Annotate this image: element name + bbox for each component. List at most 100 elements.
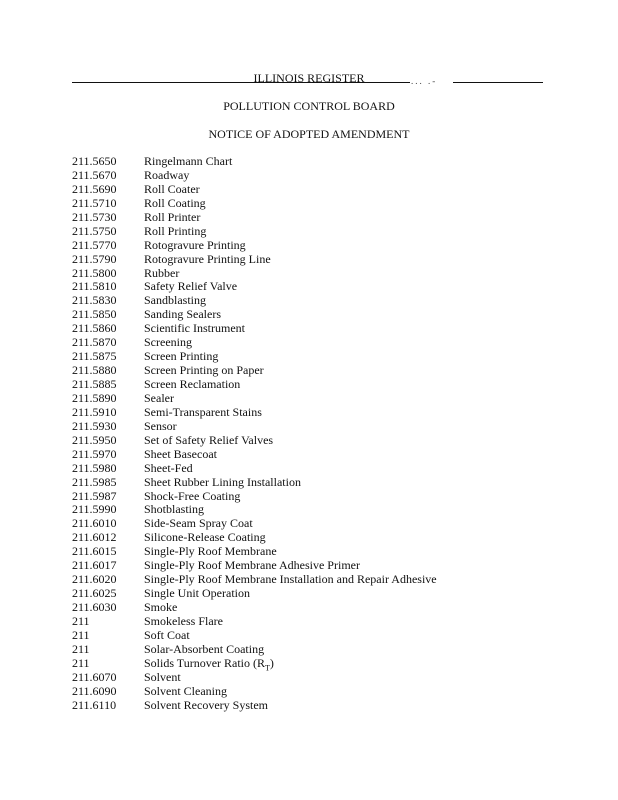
term: Ringelmann Chart xyxy=(144,154,233,168)
list-item: 211.5885 Screen Reclamation xyxy=(72,377,437,392)
section-number: 211.5690 xyxy=(72,181,117,196)
list-item: 211.5970 Sheet Basecoat xyxy=(72,446,437,462)
section-number: 211.5750 xyxy=(72,223,117,238)
term: Shock-Free Coating xyxy=(144,488,241,503)
list-item: 211.6110 Solvent Recovery System xyxy=(72,698,437,713)
list-item: 211.5790 Rotogravure Printing Line xyxy=(72,251,437,267)
list-item: 211.5850 Sanding Sealers xyxy=(72,307,437,322)
definitions-list: 211.5650 Ringelmann Chart 211.5670 Roadway 2… xyxy=(72,154,437,713)
section-number: 211.5770 xyxy=(72,237,117,252)
term: Sensor xyxy=(144,418,177,433)
section-number: 211.5670 xyxy=(72,167,117,182)
list-item: 211 Smokeless Flare xyxy=(72,613,437,629)
term: Screening xyxy=(144,335,192,350)
list-item: 211.6015 Single-Ply Roof Membrane xyxy=(72,544,437,559)
term: Sheet Rubber Lining Installation xyxy=(144,474,301,489)
list-item: 211.5990 Shotblasting xyxy=(72,502,437,517)
section-number: 211.5950 xyxy=(72,432,117,447)
section-number: 211.6020 xyxy=(72,572,117,587)
list-item: 211.5890 Sealer xyxy=(72,390,437,406)
term: Scientific Instrument xyxy=(144,321,245,336)
term: Screen Reclamation xyxy=(144,377,241,391)
section-number: 211.5880 xyxy=(72,363,117,378)
section-number: 211.6070 xyxy=(72,669,117,684)
list-item: 211.5810 Safety Relief Valve xyxy=(72,279,437,294)
header-rule-left xyxy=(72,82,410,83)
list-item: 211.6012 Silicone-Release Coating xyxy=(72,530,437,545)
list-item: 211.5690 Roll Coater xyxy=(72,181,437,197)
section-number: 211 xyxy=(72,613,90,628)
term: Single-Ply Roof Membrane xyxy=(144,544,277,559)
term: Single-Ply Roof Membrane Installation an… xyxy=(144,572,437,587)
list-item: 211.6025 Single Unit Operation xyxy=(72,586,437,601)
term: Soft Coat xyxy=(144,627,190,642)
term: Sanding Sealers xyxy=(144,307,221,322)
term: Solvent xyxy=(144,669,181,684)
section-number: 211.6030 xyxy=(72,600,117,614)
section-number: 211.5987 xyxy=(72,488,117,503)
term: Roll Printing xyxy=(144,223,207,238)
term: Solids Turnover Ratio (R xyxy=(144,655,266,670)
term: Rotogravure Printing Line xyxy=(144,251,271,266)
section-number: 211.5890 xyxy=(72,390,117,405)
list-item: 211.6010 Side-Seam Spray Coat xyxy=(72,516,437,531)
section-number: 211 xyxy=(72,627,90,642)
term: Sheet Basecoat xyxy=(144,446,217,461)
term: Solar-Absorbent Coating xyxy=(144,641,265,656)
term: Sealer xyxy=(144,390,174,405)
list-item: 211.5870 Screening xyxy=(72,335,437,350)
section-number: 211.5650 xyxy=(72,154,117,168)
list-item: 211.5875 Screen Printing xyxy=(72,349,437,364)
term: Single-Ply Roof Membrane Adhesive Primer xyxy=(144,558,360,573)
term: Single Unit Operation xyxy=(144,586,250,601)
list-item: 211.6090 Solvent Cleaning xyxy=(72,683,437,699)
term: Rotogravure Printing xyxy=(144,237,246,252)
agency-title: POLLUTION CONTROL BOARD xyxy=(223,99,395,113)
term: Smoke xyxy=(144,600,178,614)
section-number: 211.6017 xyxy=(72,558,117,573)
term: Silicone-Release Coating xyxy=(144,530,266,545)
term: Semi-Transparent Stains xyxy=(144,404,262,419)
section-number: 211 xyxy=(72,655,90,670)
term: Rubber xyxy=(144,265,180,280)
list-item: 211.5860 Scientific Instrument xyxy=(72,321,437,336)
term: Roll Coater xyxy=(144,181,200,196)
section-number: 211.5885 xyxy=(72,377,117,391)
section-number: 211.5870 xyxy=(72,335,117,350)
list-item: 211 Soft Coat xyxy=(72,627,437,643)
term: Smokeless Flare xyxy=(144,613,223,628)
header-rule-gap: ... .- xyxy=(411,76,438,86)
notice-title: NOTICE OF ADOPTED AMENDMENT xyxy=(208,127,410,141)
section-number: 211.5850 xyxy=(72,307,117,322)
section-number: 211.5985 xyxy=(72,474,117,489)
section-number: 211.5730 xyxy=(72,209,117,224)
list-item: 211.5800 Rubber xyxy=(72,265,437,281)
section-number: 211.5800 xyxy=(72,265,117,280)
list-item: 211.5980 Sheet-Fed xyxy=(72,461,437,476)
list-item: 211.6020 Single-Ply Roof Membrane Install… xyxy=(72,572,437,587)
term: Screen Printing on Paper xyxy=(144,363,264,378)
section-number: 211.5875 xyxy=(72,349,117,364)
section-number: 211.6012 xyxy=(72,530,117,545)
term: Sandblasting xyxy=(144,293,206,308)
section-number: 211.5990 xyxy=(72,502,117,517)
list-item: 211.5670 Roadway xyxy=(72,167,437,183)
list-item: 211.5710 Roll Coating xyxy=(72,195,437,211)
term: Roll Printer xyxy=(144,209,201,224)
list-item: 211.6017 Single-Ply Roof Membrane Adhesiv… xyxy=(72,558,437,573)
section-number: 211.5810 xyxy=(72,279,117,294)
term: Solvent Cleaning xyxy=(144,683,227,698)
list-item: 211.5985 Sheet Rubber Lining Installation xyxy=(72,474,437,490)
list-item: 211.6030 Smoke xyxy=(72,600,437,615)
term: Roadway xyxy=(144,167,190,182)
section-number: 211.6010 xyxy=(72,516,117,531)
term: Side-Seam Spray Coat xyxy=(144,516,253,531)
section-number: 211.5710 xyxy=(72,195,117,210)
section-number: 211.6025 xyxy=(72,586,117,601)
list-item: 211.5830 Sandblasting xyxy=(72,293,437,308)
section-number: 211.5910 xyxy=(72,404,117,419)
term: Shotblasting xyxy=(144,502,205,517)
term: Safety Relief Valve xyxy=(144,279,238,294)
section-number: 211.5830 xyxy=(72,293,117,308)
